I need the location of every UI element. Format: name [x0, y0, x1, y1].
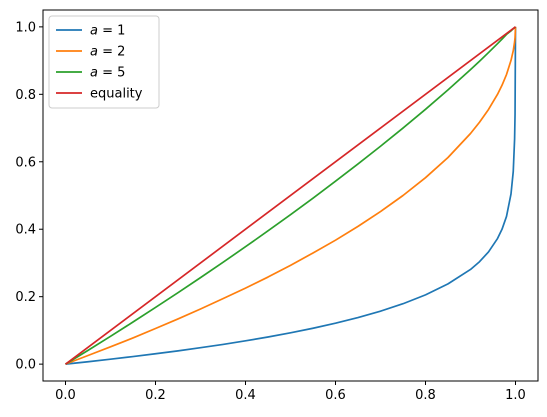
legend-label-var: a: [90, 66, 98, 81]
legend-label-var: a: [90, 45, 98, 60]
y-tick-label: 0.4: [15, 223, 36, 238]
series-line-equality: [64, 26, 517, 365]
legend-label-value: = 5: [98, 66, 125, 81]
y-tick-label: 0.8: [15, 88, 36, 103]
legend-label-value: = 1: [98, 24, 125, 39]
legend-label: a = 2: [90, 45, 125, 60]
legend-label-var: a: [90, 24, 98, 39]
x-axis: 0.0 0.2 0.4 0.6 0.8 1.0: [55, 381, 526, 403]
x-tick-label: 0.4: [235, 388, 256, 403]
legend-box: [48, 15, 160, 109]
axes-frame: [42, 9, 539, 382]
series-lines: [64, 26, 517, 365]
legend-label: a = 1: [90, 24, 125, 39]
x-tick-label: 1.0: [505, 388, 526, 403]
y-tick-label: 1.0: [15, 20, 36, 35]
legend-label-value: = 2: [98, 45, 125, 60]
x-tick-label: 0.6: [325, 388, 346, 403]
legend-label: equality: [90, 87, 143, 102]
y-tick-label: 0.0: [15, 358, 36, 373]
x-tick-label: 0.8: [415, 388, 436, 403]
y-axis: 0.0 0.2 0.4 0.6 0.8 1.0: [15, 20, 43, 373]
y-tick-label: 0.2: [15, 290, 36, 305]
y-tick-label: 0.6: [15, 155, 36, 170]
x-tick-label: 0.0: [55, 388, 76, 403]
legend-label: a = 5: [90, 66, 125, 81]
series-line-a-2: [65, 26, 517, 365]
series-line-a-1: [65, 26, 517, 365]
x-tick-label: 0.2: [145, 388, 166, 403]
